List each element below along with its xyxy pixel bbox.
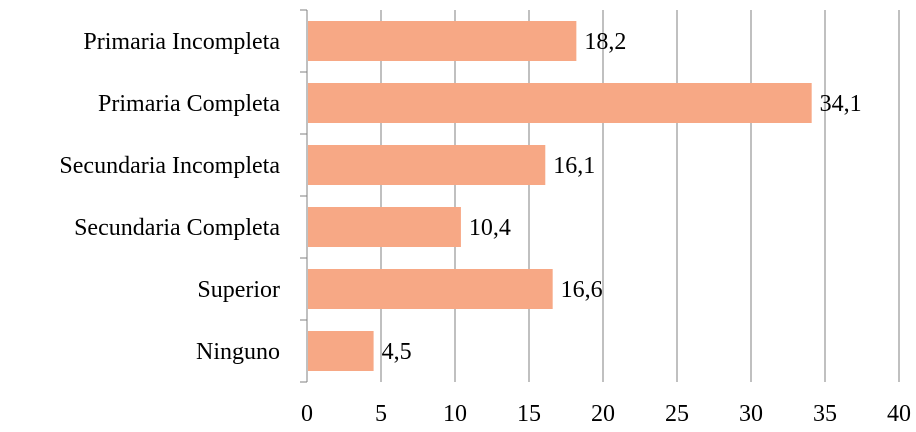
bar-3: [308, 145, 546, 185]
data-label-4: 10,4: [469, 215, 511, 241]
bar-2: [308, 83, 812, 123]
bar-6: [308, 331, 374, 371]
x-tick-label-5: 5: [375, 401, 387, 427]
category-label-4: Secundaria Completa: [74, 215, 280, 241]
x-tick-label-0: 0: [301, 401, 313, 427]
category-label-5: Superior: [197, 277, 280, 303]
category-label-1: Primaria Incompleta: [83, 29, 280, 55]
x-tick-label-10: 10: [443, 401, 467, 427]
bars: [308, 21, 812, 371]
data-label-3: 16,1: [553, 153, 595, 179]
data-label-5: 16,6: [561, 277, 603, 303]
data-label-6: 4,5: [382, 339, 412, 365]
x-tick-label-40: 40: [887, 401, 911, 427]
bar-4: [308, 207, 461, 247]
gridlines: [380, 10, 900, 382]
category-label-2: Primaria Completa: [98, 91, 280, 117]
data-label-2: 34,1: [820, 91, 862, 117]
data-label-1: 18,2: [584, 29, 626, 55]
x-tick-label-25: 25: [665, 401, 689, 427]
bar-1: [308, 21, 577, 61]
axis: [300, 9, 308, 383]
x-tick-label-30: 30: [739, 401, 763, 427]
x-tick-label-15: 15: [517, 401, 541, 427]
category-label-3: Secundaria Incompleta: [59, 153, 280, 179]
bar-5: [308, 269, 553, 309]
x-tick-label-20: 20: [591, 401, 615, 427]
category-label-6: Ninguno: [196, 339, 280, 365]
x-tick-label-35: 35: [813, 401, 837, 427]
labels: 0 5 10 15 20 25 30 35 40 Primaria Incompleta 18,2 P…: [59, 29, 911, 427]
